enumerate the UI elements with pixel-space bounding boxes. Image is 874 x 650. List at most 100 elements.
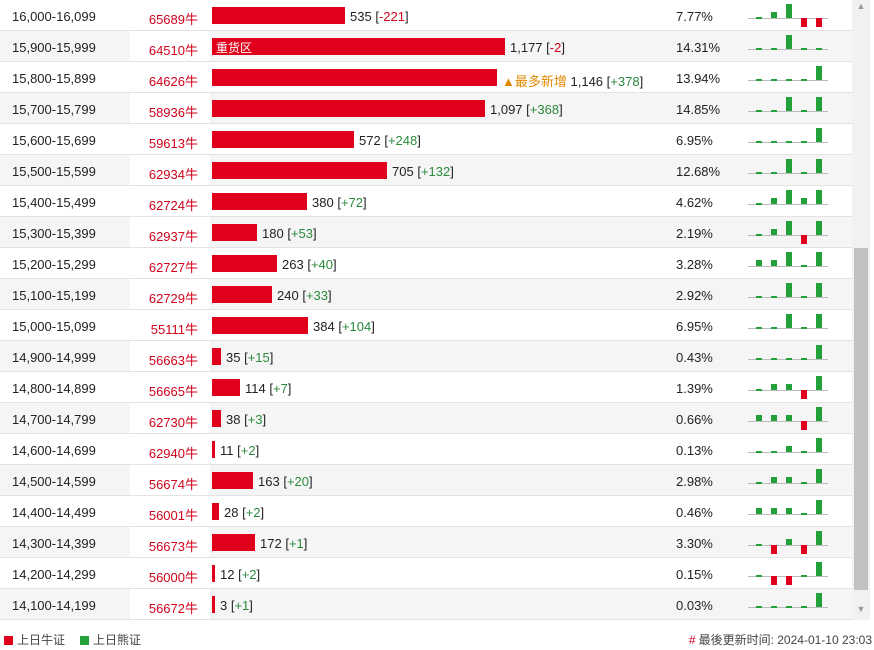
legend-bull: 上日牛证 [4,631,65,648]
table-row[interactable]: 15,100-15,199 62729牛 240 [+33] 2.92% [0,279,852,310]
table-row[interactable]: 14,100-14,199 56672牛 3 [+1] 0.03% [0,589,852,620]
value-change: +7 [272,381,288,396]
table-row[interactable]: 15,400-15,499 62724牛 380 [+72] 4.62% [0,186,852,217]
percentage: 0.13% [676,443,713,458]
quantity-bar [212,379,240,396]
quantity-value: 114 [+7] [245,381,292,396]
table-row[interactable]: 15,600-15,699 59613牛 572 [+248] 6.95% [0,124,852,155]
table-row[interactable]: 14,200-14,299 56000牛 12 [+2] 0.15% [0,558,852,589]
value-number: 114 [245,381,266,396]
scrollbar[interactable]: ▲ ▼ [852,0,870,620]
percentage: 0.46% [676,505,713,520]
strike-range: 14,900-14,999 [12,350,96,365]
value-change: +1 [288,536,304,551]
warrant-code-link[interactable]: 65689牛 [148,12,198,27]
trend-sparkline [748,248,828,278]
scroll-thumb[interactable] [854,248,868,590]
sparkline-bar [756,508,762,514]
quantity-bar [212,410,221,427]
warrant-code-link[interactable]: 56665牛 [148,384,198,399]
value-change: +132 [420,164,451,179]
sparkline-bar [771,327,777,329]
quantity-bar [212,193,307,210]
sparkline-bar [771,48,777,50]
sparkline-bar [786,384,792,390]
warrant-code-link[interactable]: 59613牛 [148,136,198,151]
table-row[interactable]: 15,200-15,299 62727牛 263 [+40] 3.28% [0,248,852,279]
sparkline-bar [816,252,822,266]
warrant-code-link[interactable]: 62934牛 [148,167,198,182]
warrant-code-link[interactable]: 56674牛 [148,477,198,492]
warrant-code-link[interactable]: 64626牛 [148,74,198,89]
table-row[interactable]: 14,700-14,799 62730牛 38 [+3] 0.66% [0,403,852,434]
scroll-down-icon[interactable]: ▼ [856,604,866,614]
table-row[interactable]: 14,600-14,699 62940牛 11 [+2] 0.13% [0,434,852,465]
sparkline-bar [816,314,822,328]
percentage: 6.95% [676,133,713,148]
table-row[interactable]: 15,800-15,899 64626牛 ▲最多新增 1,146 [+378] 13.… [0,62,852,93]
warrant-code-link[interactable]: 56001牛 [148,508,198,523]
strike-range: 15,300-15,399 [12,226,96,241]
warrant-code-link[interactable]: 62727牛 [148,260,198,275]
sparkline-bar [801,110,807,112]
table-row[interactable]: 16,000-16,099 65689牛 535 [-221] 7.77% [0,0,852,31]
table-row[interactable]: 15,000-15,099 55111牛 384 [+104] 6.95% [0,310,852,341]
sparkline-bar [771,79,777,81]
value-number: 1,146 [570,74,604,89]
table-row[interactable]: 14,500-14,599 56674牛 163 [+20] 2.98% [0,465,852,496]
quantity-value: 163 [+20] [258,474,313,489]
sparkline-bar [786,159,792,173]
quantity-bar [212,317,308,334]
table-row[interactable]: 15,500-15,599 62934牛 705 [+132] 12.68% [0,155,852,186]
sparkline-bar [816,48,822,50]
quantity-bar [212,472,253,489]
quantity-value: ▲最多新增 1,146 [+378] [502,74,644,89]
quantity-value: 1,177 [-2] [510,40,565,55]
table-row[interactable]: 15,900-15,999 64510牛 重货区 1,177 [-2] 14.31% [0,31,852,62]
percentage: 1.39% [676,381,713,396]
warrant-code-link[interactable]: 56672牛 [148,601,198,616]
most-added-badge: ▲最多新增 [502,74,567,89]
quantity-bar [212,162,387,179]
sparkline-bar [756,544,762,546]
warrant-code-link[interactable]: 62940牛 [148,446,198,461]
sparkline-baseline [748,483,828,484]
warrant-code-link[interactable]: 56673牛 [148,539,198,554]
table-row[interactable]: 14,400-14,499 56001牛 28 [+2] 0.46% [0,496,852,527]
trend-sparkline [748,434,828,464]
quantity-value: 3 [+1] [220,598,253,613]
warrant-code-link[interactable]: 64510牛 [148,43,198,58]
value-number: 12 [220,567,235,582]
quantity-bar [212,255,277,272]
table-row[interactable]: 15,700-15,799 58936牛 1,097 [+368] 14.85% [0,93,852,124]
warrant-code-link[interactable]: 55111牛 [150,322,198,337]
strike-range: 14,800-14,899 [12,381,96,396]
quantity-bar [212,7,345,24]
table-row[interactable]: 15,300-15,399 62937牛 180 [+53] 2.19% [0,217,852,248]
quantity-value: 172 [+1] [260,536,308,551]
sparkline-bar [786,190,792,204]
strike-range: 15,800-15,899 [12,71,96,86]
warrant-code-link[interactable]: 56000牛 [148,570,198,585]
warrant-code-link[interactable]: 62730牛 [148,415,198,430]
sparkline-bar [771,477,777,483]
warrant-code-link[interactable]: 58936牛 [148,105,198,120]
quantity-bar [212,69,497,86]
table-row[interactable]: 14,900-14,999 56663牛 35 [+15] 0.43% [0,341,852,372]
table-row[interactable]: 14,300-14,399 56673牛 172 [+1] 3.30% [0,527,852,558]
code-cell: 56001牛 [130,496,210,526]
sparkline-bar [771,172,777,174]
table-row[interactable]: 14,800-14,899 56665牛 114 [+7] 1.39% [0,372,852,403]
percentage: 6.95% [676,319,713,334]
warrant-code-link[interactable]: 62937牛 [148,229,198,244]
sparkline-bar [786,314,792,328]
percentage: 14.85% [676,102,721,117]
warrant-code-link[interactable]: 56663牛 [148,353,198,368]
sparkline-baseline [748,173,828,174]
percentage: 0.43% [676,350,713,365]
value-number: 380 [312,195,334,210]
warrant-code-link[interactable]: 62729牛 [148,291,198,306]
scroll-up-icon[interactable]: ▲ [856,1,866,11]
value-change: +72 [340,195,363,210]
warrant-code-link[interactable]: 62724牛 [148,198,198,213]
